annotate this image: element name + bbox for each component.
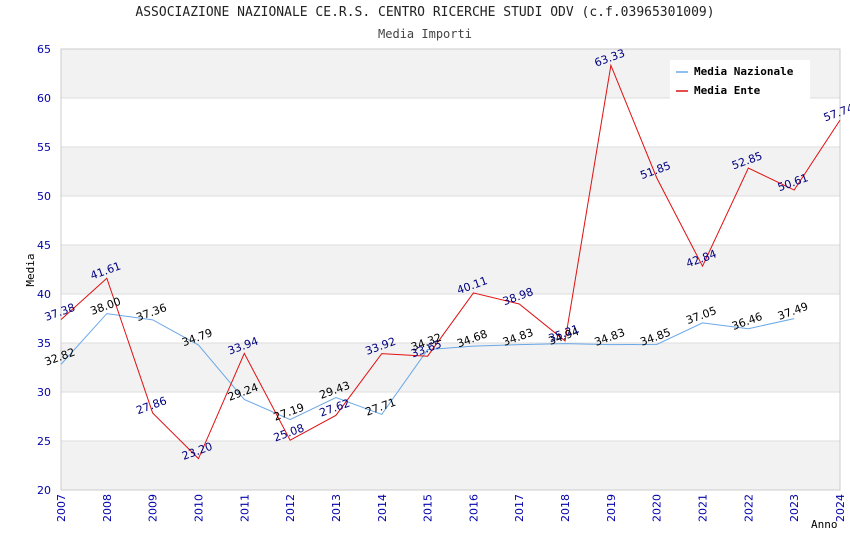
series-line-media-ente [60,63,841,460]
x-tick-label: 2013 [330,494,343,522]
y-tick-label: 55 [37,141,51,154]
x-tick-label: 2017 [513,494,526,522]
x-tick-label: 2015 [422,494,435,522]
y-tick-label: 50 [37,190,51,203]
y-tick-label: 65 [37,43,51,56]
data-label: 37.38 [43,301,77,324]
data-label: 27.71 [364,396,398,419]
y-tick-label: 60 [37,92,51,105]
x-tick-label: 2010 [192,494,205,522]
y-tick-label: 20 [37,484,51,497]
x-tick-label: 2012 [284,494,297,522]
x-tick-label: 2014 [376,494,389,522]
data-label: 27.19 [272,401,306,424]
y-tick-label: 45 [37,239,51,252]
x-tick-label: 2021 [697,494,710,522]
chart-subtitle: Media Importi [378,27,472,41]
plot-frame [60,48,841,491]
data-label: 37.36 [134,301,168,324]
x-tick-label: 2024 [834,494,847,522]
y-axis-title: Media [24,253,37,286]
grid-band [61,245,840,294]
x-tick-label: 2007 [55,494,68,522]
x-tick-label: 2023 [788,494,801,522]
x-tick-label: 2020 [651,494,664,522]
legend: Media Nazionale Media Ente [670,60,810,100]
grid-band [61,147,840,196]
x-tick-label: 2011 [238,494,251,522]
grid-bands [61,49,840,490]
x-tick-label: 2019 [605,494,618,522]
data-label: 27.86 [134,394,168,417]
y-tick-label: 40 [37,288,51,301]
series-lines [60,63,841,460]
legend-label-media-nazionale: Media Nazionale [694,65,794,78]
y-tick-label: 35 [37,337,51,350]
y-axis-ticks: 20 25 30 35 40 45 50 55 60 65 [37,43,51,497]
x-axis-title: Anno [811,518,838,531]
x-tick-label: 2008 [101,494,114,522]
series-line-media-nazionale [60,313,795,421]
data-label: 57.74 [822,101,850,124]
grid-band [61,343,840,392]
x-tick-label: 2022 [742,494,755,522]
x-tick-label: 2009 [147,494,160,522]
x-tick-label: 2018 [559,494,572,522]
gridlines [61,48,840,491]
y-tick-label: 30 [37,386,51,399]
grid-band [61,441,840,490]
chart-title: ASSOCIAZIONE NAZIONALE CE.R.S. CENTRO RI… [135,5,715,20]
x-tick-label: 2016 [467,494,480,522]
data-label: 36.46 [730,310,764,333]
y-tick-label: 25 [37,435,51,448]
x-axis-ticks: 2007 2008 2009 2010 2011 2012 2013 2014 2015 2016… [55,494,847,522]
legend-label-media-ente: Media Ente [694,84,761,97]
